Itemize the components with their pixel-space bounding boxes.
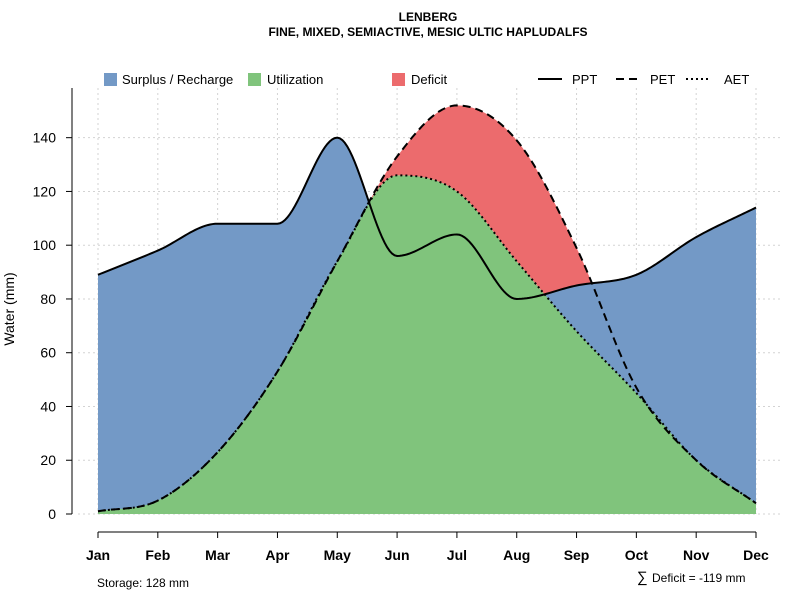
legend-label: Surplus / Recharge — [122, 72, 233, 87]
series-line-pet — [97, 104, 757, 513]
x-tick-label-mar: Mar — [205, 547, 230, 563]
x-tick-label-jun: Jun — [385, 547, 410, 563]
y-tick-label: 100 — [33, 237, 57, 253]
areas — [98, 105, 756, 514]
sigma-icon: ∑ — [637, 569, 648, 586]
y-axis-title: Water (mm) — [1, 272, 17, 345]
x-tick-label-jul: Jul — [447, 547, 467, 563]
x-tick-label-jan: Jan — [86, 547, 110, 563]
x-tick-label-nov: Nov — [683, 547, 710, 563]
chart-title: LENBERG — [399, 10, 458, 24]
y-tick-label: 20 — [40, 452, 56, 468]
series-line-ppt — [97, 136, 757, 300]
y-tick-label: 120 — [33, 183, 57, 199]
legend-label: PPT — [572, 72, 597, 87]
y-tick-label: 60 — [40, 345, 56, 361]
x-tick-label-sep: Sep — [564, 547, 590, 563]
axes: 0 20 40 60 80 100 120 140 Jan Feb Mar Apr May Jun Jul A… — [33, 88, 769, 563]
deficit-annotation: Deficit = -119 mm — [652, 571, 745, 585]
y-tick-label: 40 — [40, 398, 56, 414]
chart-subtitle: FINE, MIXED, SEMIACTIVE, MESIC ULTIC HAP… — [268, 25, 587, 39]
area-utilization — [98, 175, 756, 514]
x-tick-label-aug: Aug — [503, 547, 530, 563]
legend-label: Utilization — [267, 72, 323, 87]
y-tick-label: 80 — [40, 291, 56, 307]
x-tick-label-feb: Feb — [145, 547, 170, 563]
series-lines — [97, 104, 757, 513]
legend-swatch-surplus — [104, 73, 117, 86]
x-tick-label-dec: Dec — [743, 547, 769, 563]
y-tick-label: 140 — [33, 130, 57, 146]
series-line-aet — [97, 174, 757, 513]
x-tick-label-apr: Apr — [265, 547, 290, 563]
legend-swatch-deficit — [392, 73, 405, 86]
legend-label: AET — [724, 72, 749, 87]
legend-label: Deficit — [411, 72, 448, 87]
x-tick-label-may: May — [324, 547, 351, 563]
legend: Surplus / Recharge Utilization Deficit PPT P… — [104, 72, 749, 87]
legend-swatch-utilization — [248, 73, 261, 86]
y-tick-label: 0 — [48, 506, 56, 522]
x-tick-label-oct: Oct — [625, 547, 649, 563]
storage-annotation: Storage: 128 mm — [97, 576, 189, 590]
legend-label: PET — [650, 72, 675, 87]
